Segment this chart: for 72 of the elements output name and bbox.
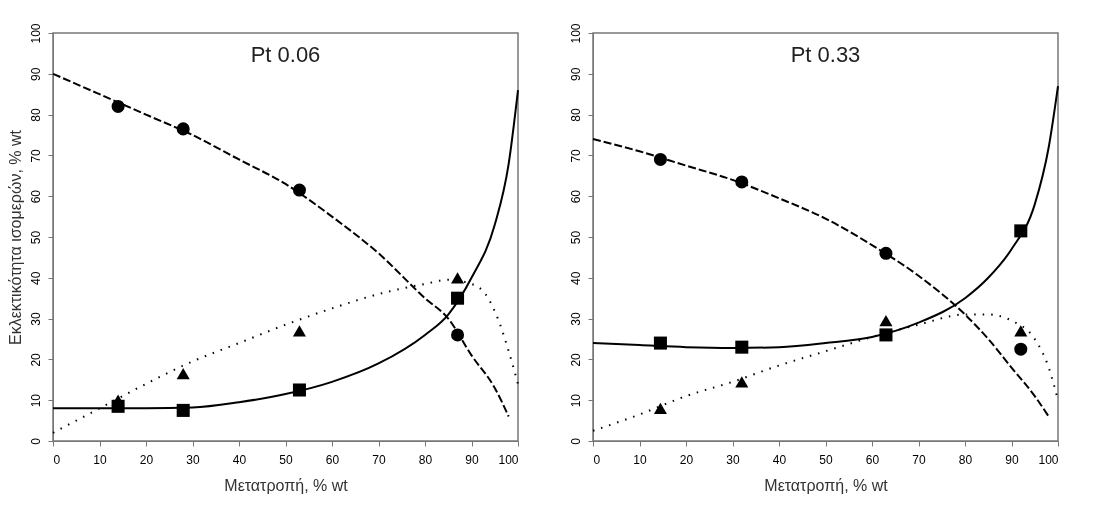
x-tick-label: 70: [372, 452, 386, 467]
point: [653, 152, 667, 166]
y-tick-label: 90: [568, 67, 583, 81]
y-tick-label: 70: [28, 148, 43, 163]
y-tick-label: 0: [568, 437, 583, 445]
point: [653, 402, 667, 415]
y-tick-label: 60: [28, 189, 43, 204]
y-tick-label: 10: [568, 393, 583, 408]
point: [653, 336, 667, 350]
point: [111, 99, 125, 113]
point: [735, 175, 749, 189]
y-tick-label: 0: [28, 437, 43, 445]
x-tick-label: 40: [232, 452, 247, 467]
x-tick-label: 90: [1005, 452, 1019, 467]
point: [176, 368, 190, 380]
x-tick-label: 50: [279, 452, 293, 467]
y-tick-label: 30: [568, 312, 583, 326]
x-tick-label: 60: [865, 452, 880, 467]
y-tick-label: 80: [28, 108, 43, 122]
y-tick-label: 70: [568, 148, 583, 163]
x-tick-label: 60: [325, 452, 340, 467]
point: [451, 272, 465, 284]
x-tick-label: 40: [772, 452, 787, 467]
point: [735, 376, 749, 388]
y-tick-label: 10: [28, 393, 43, 408]
y-tick-label: 80: [568, 108, 583, 122]
x-tick-label: 80: [958, 452, 973, 467]
x-tick-label: 100: [1038, 452, 1059, 467]
x-tick-label: 0: [593, 452, 601, 467]
chart-title: Pt 0.06: [250, 41, 321, 67]
y-tick-label: 50: [28, 230, 43, 245]
y-tick-label: 90: [28, 67, 43, 81]
y-tick-label: 20: [28, 352, 43, 367]
y-tick-label: 30: [28, 312, 43, 326]
y-tick-label: 50: [568, 230, 583, 245]
x-tick-label: 20: [139, 452, 154, 467]
x-tick-label: 100: [498, 452, 519, 467]
point: [1014, 342, 1028, 356]
point: [292, 183, 306, 197]
x-tick-label: 30: [186, 452, 200, 467]
y-tick-label: 40: [28, 271, 43, 285]
y-tick-label: 100: [568, 23, 583, 44]
x-axis-title: Μετατροπή, % wt: [764, 476, 889, 494]
point: [451, 291, 465, 305]
point: [176, 122, 190, 136]
x-tick-label: 10: [633, 452, 647, 467]
x-tick-label: 20: [679, 452, 694, 467]
x-tick-label: 90: [465, 452, 479, 467]
y-axis-title: Εκλεκτικότητα ισομερών, % wt: [6, 129, 24, 345]
point: [451, 328, 465, 342]
point: [111, 394, 125, 406]
y-tick-label: 40: [568, 271, 583, 285]
point: [1014, 325, 1028, 337]
y-tick-label: 60: [568, 189, 583, 204]
x-tick-label: 0: [53, 452, 61, 467]
x-tick-label: 10: [93, 452, 107, 467]
point: [1014, 224, 1028, 238]
point: [292, 383, 306, 397]
y-tick-label: 20: [568, 352, 583, 367]
point: [879, 314, 893, 327]
point: [292, 325, 306, 337]
x-tick-label: 70: [912, 452, 926, 467]
x-axis-title: Μετατροπή, % wt: [224, 476, 349, 494]
point: [879, 246, 893, 260]
x-tick-label: 30: [726, 452, 740, 467]
x-tick-label: 50: [819, 452, 833, 467]
x-tick-label: 80: [418, 452, 433, 467]
point: [176, 403, 190, 417]
point: [879, 328, 893, 342]
point: [735, 340, 749, 354]
chart-title: Pt 0.33: [790, 41, 861, 67]
y-tick-label: 100: [28, 23, 43, 44]
